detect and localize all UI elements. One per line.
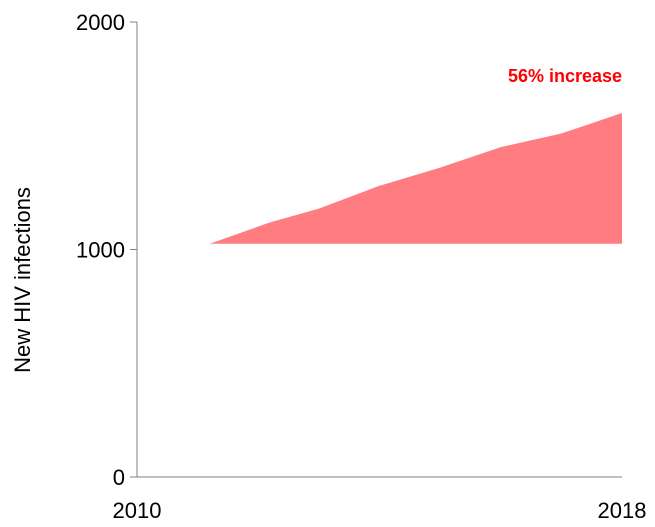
- annotation-label: 56% increase: [508, 66, 622, 86]
- y-tick-label: 0: [113, 465, 125, 490]
- y-ticks: [130, 21, 137, 478]
- x-tick-label: 2018: [598, 498, 647, 523]
- x-tick-label: 2010: [113, 498, 162, 523]
- plot-area: [130, 21, 623, 478]
- area-series: [209, 113, 623, 244]
- y-tick-label: 2000: [76, 10, 125, 35]
- y-axis-label: New HIV infections: [10, 187, 35, 373]
- y-tick-labels: 0 1000 2000: [76, 10, 125, 490]
- x-tick-labels: 2010 2018: [113, 498, 647, 523]
- y-tick-label: 1000: [76, 238, 125, 263]
